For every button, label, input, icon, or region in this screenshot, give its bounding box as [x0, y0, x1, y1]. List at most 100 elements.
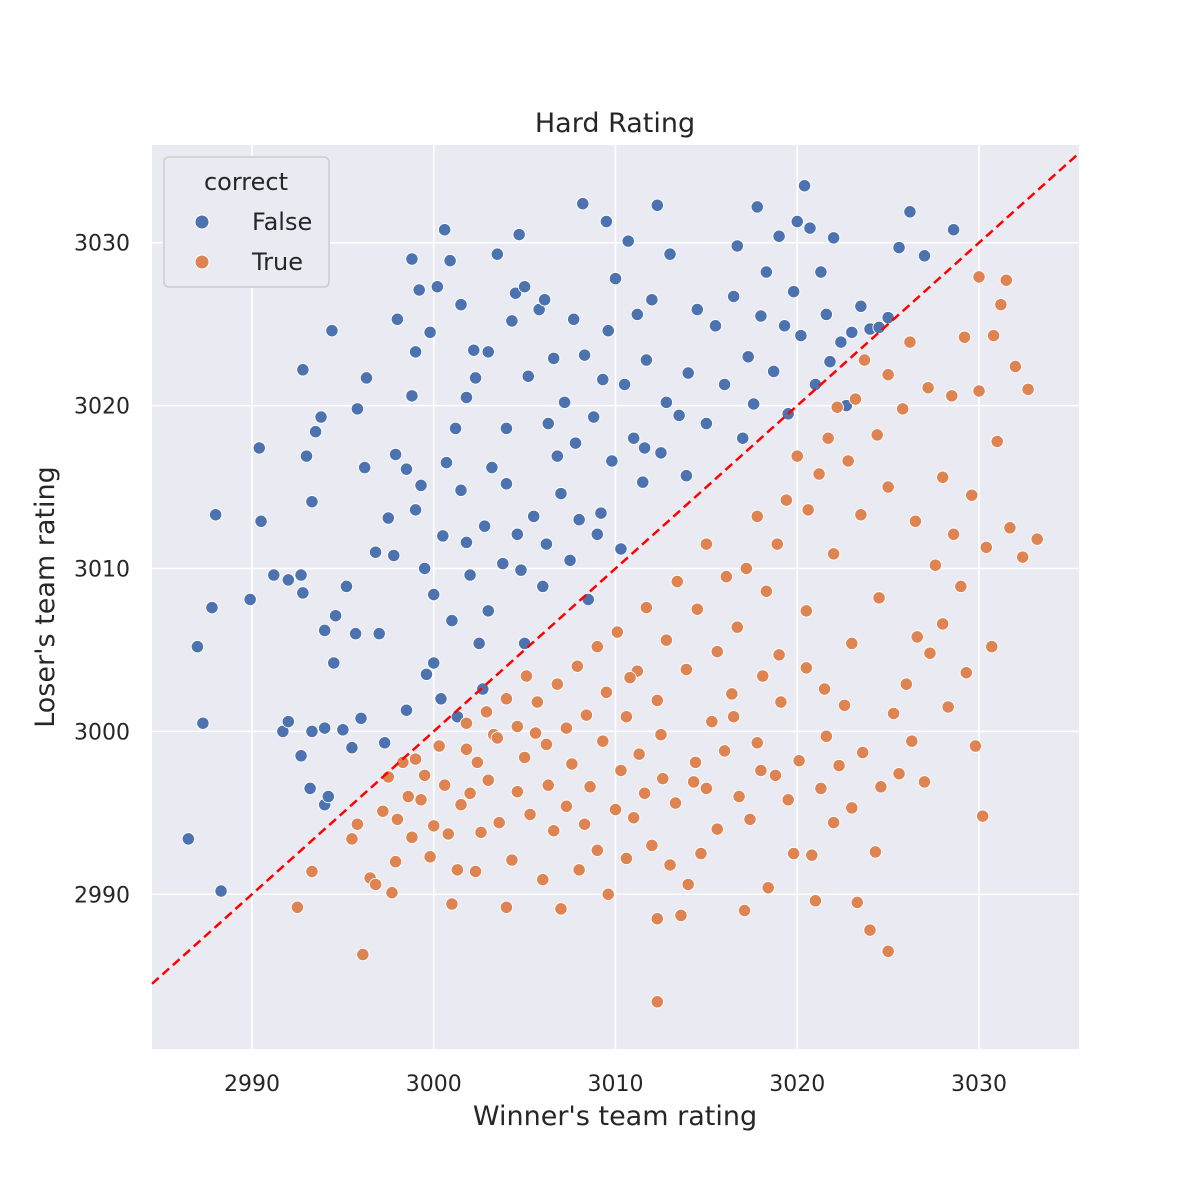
data-point-false: [443, 253, 457, 268]
data-point-false: [252, 441, 266, 455]
data-point-true: [583, 780, 597, 794]
data-point-true: [874, 780, 888, 794]
data-point-true: [750, 509, 764, 524]
data-point-false: [296, 586, 310, 600]
data-point-false: [636, 475, 650, 489]
x-tick-label: 2990: [224, 1072, 280, 1097]
data-point-true: [590, 843, 604, 857]
data-point-false: [699, 416, 714, 431]
data-point-false: [587, 410, 601, 424]
data-point-true: [841, 454, 855, 468]
data-point-false: [681, 366, 695, 380]
data-point-false: [372, 626, 386, 641]
data-point-true: [541, 778, 555, 792]
data-point-true: [499, 900, 514, 914]
data-point-false: [627, 431, 641, 445]
data-point-false: [399, 703, 414, 717]
data-point-false: [572, 512, 586, 527]
data-point-true: [892, 767, 906, 781]
data-point-true: [637, 786, 652, 800]
data-point-false: [436, 529, 450, 543]
data-point-false: [726, 289, 741, 304]
data-point-false: [508, 286, 523, 300]
data-point-false: [537, 293, 552, 307]
data-point-true: [770, 537, 784, 551]
data-point-true: [908, 514, 923, 528]
data-point-true: [899, 677, 913, 691]
data-point-true: [356, 947, 370, 962]
data-point-false: [378, 736, 392, 750]
data-point-false: [594, 506, 608, 520]
data-point-false: [485, 460, 499, 475]
data-point-false: [554, 486, 568, 501]
data-point-false: [790, 214, 804, 229]
data-point-false: [414, 478, 428, 493]
data-point-false: [581, 592, 595, 607]
data-point-true: [850, 895, 864, 910]
data-point-true: [881, 944, 895, 958]
data-point-true: [539, 737, 554, 752]
data-point-true: [779, 493, 794, 507]
data-point-false: [521, 369, 535, 383]
x-axis-label: Winner's team rating: [473, 1101, 757, 1132]
data-point-true: [694, 846, 708, 861]
data-point-true: [470, 755, 485, 769]
data-point-false: [339, 579, 354, 594]
data-point-false: [327, 656, 341, 670]
data-point-true: [799, 604, 814, 618]
x-tick-labels: 2990 3000 3010 3020 3030: [224, 1072, 1007, 1097]
data-point-true: [390, 812, 405, 826]
data-point-true: [959, 666, 973, 680]
data-point-true: [801, 503, 815, 517]
data-point-false: [550, 449, 564, 463]
data-point-true: [559, 721, 574, 735]
data-point-false: [766, 364, 781, 379]
data-point-true: [427, 819, 441, 833]
data-point-true: [994, 297, 1008, 312]
data-point-true: [1008, 359, 1023, 374]
data-point-false: [321, 789, 335, 804]
data-point-false: [294, 568, 308, 582]
data-point-false: [243, 592, 257, 607]
data-point-true: [732, 789, 746, 804]
data-point-true: [590, 640, 604, 654]
data-point-true: [848, 392, 863, 406]
data-point-true: [619, 851, 634, 866]
data-point-true: [345, 832, 359, 846]
data-point-false: [605, 454, 619, 468]
data-point-false: [190, 640, 205, 654]
data-point-false: [946, 223, 961, 237]
data-point-true: [743, 812, 757, 826]
data-point-true: [474, 825, 488, 840]
data-point-false: [563, 553, 577, 568]
data-point-false: [746, 397, 761, 411]
data-point-true: [401, 789, 415, 804]
data-point-false: [621, 234, 635, 248]
data-point-false: [430, 280, 445, 294]
data-point-false: [496, 556, 510, 571]
data-point-false: [336, 723, 350, 737]
data-point-true: [528, 726, 543, 740]
data-point-true: [599, 685, 614, 699]
data-point-true: [945, 389, 959, 403]
data-point-true: [505, 853, 519, 867]
data-point-false: [786, 284, 801, 299]
data-point-true: [710, 644, 724, 659]
data-point-true: [579, 708, 594, 722]
data-point-true: [730, 620, 744, 634]
data-point-false: [196, 716, 210, 730]
data-point-false: [892, 240, 906, 255]
data-point-false: [348, 626, 363, 641]
data-point-false: [814, 265, 828, 279]
data-point-false: [601, 324, 615, 338]
data-point-true: [754, 763, 768, 778]
data-point-true: [577, 817, 592, 831]
data-point-true: [650, 693, 664, 708]
data-point-true: [596, 734, 610, 748]
data-point-true: [668, 796, 683, 810]
data-point-true: [385, 885, 399, 900]
data-point-false: [823, 354, 837, 369]
data-point-false: [267, 568, 281, 582]
data-point-true: [868, 845, 883, 859]
data-point-false: [328, 609, 343, 623]
